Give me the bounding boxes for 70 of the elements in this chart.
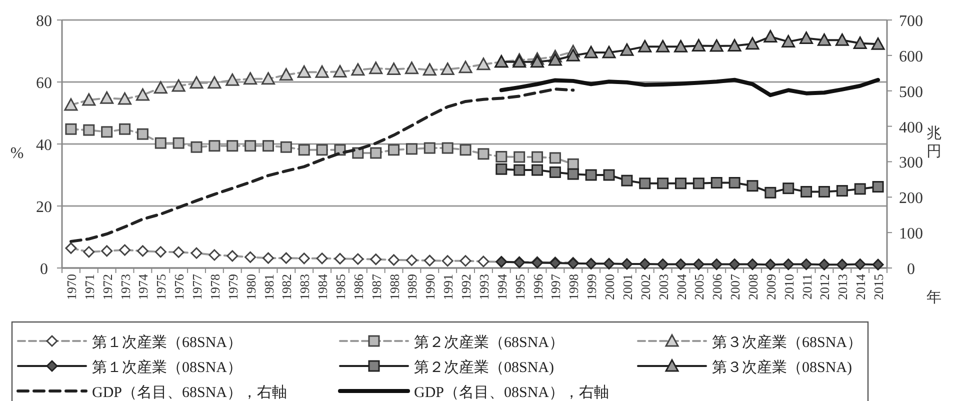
y-tick-label: 20 — [36, 199, 52, 216]
y2-axis-title: 兆円 — [926, 125, 942, 160]
x-tick-label: 1978 — [207, 274, 222, 300]
x-tick-label: 1976 — [172, 274, 187, 300]
x-tick-label: 2002 — [638, 274, 653, 300]
x-tick-label: 1970 — [64, 274, 79, 300]
y2-tick-label: 600 — [899, 48, 923, 66]
x-tick-label: 1977 — [190, 274, 205, 300]
y-axis-title: % — [10, 145, 24, 162]
x-tick-label: 1990 — [422, 274, 438, 300]
y2-tick-label: 300 — [899, 154, 923, 172]
x-tick-label: 2009 — [763, 274, 778, 300]
x-tick-label: 1993 — [476, 274, 492, 300]
legend-label: 第３次産業（08SNA) — [712, 359, 852, 376]
y-tick-label: 0 — [40, 261, 48, 278]
x-tick-label: 1996 — [530, 274, 546, 300]
x-tick-label: 2008 — [745, 274, 760, 300]
y2-tick-label: 400 — [899, 119, 923, 136]
x-tick-label: 1974 — [136, 274, 151, 300]
x-tick-label: 2012 — [817, 274, 832, 300]
x-tick-label: 2000 — [602, 274, 618, 300]
legend-label: 第１次産業（08SNA） — [92, 359, 242, 376]
x-tick-label: 1973 — [118, 274, 133, 300]
y2-tick-label: 200 — [899, 190, 923, 208]
legend-label: 第３次産業（68SNA） — [712, 334, 862, 351]
x-tick-label: 1988 — [386, 274, 402, 300]
x-tick-label: 1972 — [100, 274, 115, 300]
x-tick-label: 2007 — [728, 274, 743, 300]
x-axis-title: 年 — [926, 289, 942, 306]
x-tick-label: 2011 — [799, 274, 814, 300]
x-tick-label: 1984 — [315, 274, 330, 300]
x-tick-label: 2005 — [692, 274, 707, 300]
x-tick-label: 1985 — [332, 274, 348, 300]
y-tick-label: 80 — [36, 13, 52, 30]
legend-label: 第２次産業（08SNA) — [414, 359, 554, 376]
x-tick-label: 1975 — [154, 274, 169, 300]
y-tick-label: 60 — [36, 75, 52, 92]
x-tick-label: 2003 — [656, 274, 671, 300]
x-tick-label: 1995 — [512, 274, 528, 300]
y2-tick-label: 0 — [907, 261, 915, 278]
x-tick-label: 1999 — [584, 274, 600, 300]
x-tick-label: 1992 — [458, 274, 474, 300]
y-tick-label: 40 — [36, 137, 52, 154]
x-tick-label: 1989 — [404, 274, 420, 300]
x-tick-label: 1994 — [494, 274, 510, 300]
x-tick-label: 1979 — [225, 274, 240, 300]
x-tick-label: 2014 — [853, 274, 868, 300]
x-tick-label: 1997 — [548, 274, 564, 300]
legend-label: GDP（名目、68SNA），右軸 — [92, 384, 288, 401]
y2-tick-label: 700 — [899, 13, 923, 30]
x-tick-label: 2010 — [781, 274, 796, 300]
y2-tick-label: 100 — [899, 226, 923, 243]
x-tick-label: 1982 — [279, 274, 294, 300]
legend-label: GDP（名目、08SNA），右軸 — [414, 384, 610, 401]
x-tick-label: 1980 — [243, 274, 258, 300]
x-tick-label: 1987 — [368, 274, 384, 300]
x-tick-label: 2015 — [871, 274, 886, 300]
legend-label: 第１次産業（68SNA） — [92, 334, 242, 351]
legend-label: 第２次産業（68SNA） — [414, 334, 564, 351]
y2-tick-label: 500 — [899, 84, 923, 101]
x-tick-label: 2001 — [620, 274, 635, 300]
x-tick-label: 1971 — [82, 274, 97, 300]
x-tick-label: 2006 — [710, 274, 725, 300]
x-tick-label: 1998 — [566, 274, 582, 300]
x-tick-label: 2004 — [674, 274, 689, 300]
x-tick-label: 1981 — [261, 274, 276, 300]
x-tick-label: 1991 — [440, 274, 456, 300]
x-tick-label: 2013 — [835, 274, 850, 300]
x-tick-label: 1986 — [350, 274, 366, 300]
x-tick-label: 1983 — [297, 274, 312, 300]
